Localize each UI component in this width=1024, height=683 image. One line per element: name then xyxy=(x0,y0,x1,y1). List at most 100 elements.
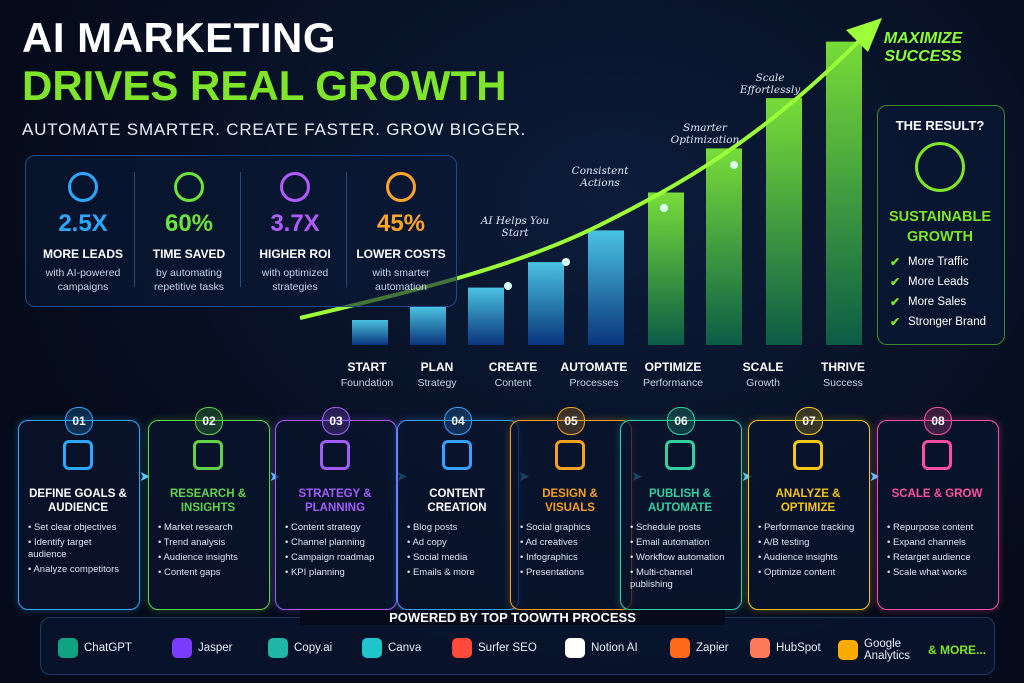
step-item: • Optimize content xyxy=(758,567,836,578)
step-item: • Channel planning xyxy=(285,537,365,548)
stage-sub: Foundation xyxy=(340,377,394,389)
step-icon xyxy=(320,440,350,470)
step-list: • Performance tracking • A/B testing • Aud… xyxy=(758,522,862,582)
stage-name: THRIVE xyxy=(820,360,865,374)
step-list: • Social graphics • Ad creatives • Infogra… xyxy=(520,522,624,582)
tool-name: Jasper xyxy=(198,642,233,654)
peak-label: MAXIMIZE SUCCESS xyxy=(883,30,963,65)
step-title: ANALYZE & OPTIMIZE xyxy=(775,488,841,514)
step-item: • KPI planning xyxy=(285,567,345,578)
step-item: • Trend analysis xyxy=(158,537,226,548)
tool: Notion AI xyxy=(565,638,665,658)
tool: ChatGPT xyxy=(58,638,158,658)
step-list: • Repurpose content • Expand channels • Re… xyxy=(887,522,991,582)
growth-bar xyxy=(410,306,446,345)
step-number: 05 xyxy=(557,407,585,435)
tool-icon xyxy=(58,638,78,658)
tool-name: Copy.ai xyxy=(294,642,333,654)
tool-name: Google Analytics xyxy=(864,638,911,662)
step-icon xyxy=(793,440,823,470)
divider xyxy=(134,172,135,287)
tool: Zapier xyxy=(670,638,770,658)
step-item: • Expand channels xyxy=(887,537,966,548)
growth-bar xyxy=(588,230,624,345)
result-item: More Sales xyxy=(908,296,967,308)
stage-name: PLAN xyxy=(420,360,454,374)
curve-annotation: AI Helps You Start xyxy=(480,215,550,239)
step-card xyxy=(148,420,270,610)
step-item: • Audience insights xyxy=(758,552,838,563)
step-title: SCALE & GROW xyxy=(891,488,983,500)
step-item: • Emails & more xyxy=(407,567,475,578)
step-number: 06 xyxy=(667,407,695,435)
tool-name: ChatGPT xyxy=(84,642,132,654)
tool: Google Analytics xyxy=(838,638,918,662)
stage-name: SCALE xyxy=(742,360,784,374)
step-item: • Retarget audience xyxy=(887,552,971,563)
check: ✔ xyxy=(890,275,901,289)
stage-sub: Processes xyxy=(569,377,619,389)
curve-annotation: Scale Effortlessly xyxy=(739,72,801,96)
tool: Canva xyxy=(362,638,462,658)
curve-annotation: Smarter Optimization xyxy=(670,122,740,146)
stage-name: AUTOMATE xyxy=(560,360,628,374)
result-item: Stronger Brand xyxy=(908,316,986,328)
stats-panel xyxy=(25,155,457,307)
stage-sub: Growth xyxy=(746,377,780,389)
tools-title: POWERED BY TOP TOOWTH PROCESS xyxy=(300,610,725,625)
stat-desc: with optimized strategies xyxy=(261,267,329,293)
step-title: PUBLISH & AUTOMATE xyxy=(647,488,713,514)
step-item: • Performance tracking xyxy=(758,522,855,533)
growth-bar xyxy=(706,148,742,345)
check: ✔ xyxy=(890,255,901,269)
step-item: • Content gaps xyxy=(158,567,221,578)
stat-value: 60% xyxy=(164,210,214,237)
step-item: • Social media xyxy=(407,552,468,563)
stat-value: 2.5X xyxy=(58,210,108,237)
step-card xyxy=(748,420,870,610)
tool-name: Notion AI xyxy=(591,642,638,654)
stat-label: TIME SAVED xyxy=(152,247,226,261)
step-card xyxy=(275,420,397,610)
growth-bar xyxy=(648,192,684,345)
step-card xyxy=(620,420,742,610)
tools-more: & MORE... xyxy=(928,643,987,657)
step-arrow: ➤ xyxy=(269,468,281,485)
step-card xyxy=(18,420,140,610)
growth-bar xyxy=(766,98,802,345)
step-item: • Set clear objectives xyxy=(28,522,117,533)
stage-sub: Performance xyxy=(642,377,704,389)
step-item: • Presentations xyxy=(520,567,585,578)
title: AI MARKETING xyxy=(22,14,336,61)
step-item: • Multi-channel publishing xyxy=(630,567,693,590)
step-item: • Ad copy xyxy=(407,537,447,548)
stat-icon xyxy=(386,172,416,202)
step-list: • Market research • Trend analysis • Audie… xyxy=(158,522,262,582)
step-item: • Social graphics xyxy=(520,522,591,533)
step-number: 07 xyxy=(795,407,823,435)
step-item: • Identify target audience xyxy=(28,537,92,560)
step-item: • Schedule posts xyxy=(630,522,701,533)
step-item: • Audience insights xyxy=(158,552,238,563)
tool: HubSpot xyxy=(750,638,850,658)
stat-desc: by automating repetitive tasks xyxy=(153,267,225,293)
stat-icon xyxy=(280,172,310,202)
tool: Jasper xyxy=(172,638,272,658)
step-card xyxy=(877,420,999,610)
stat-value: 3.7X xyxy=(270,210,320,237)
tool-name: HubSpot xyxy=(776,642,821,654)
step-number: 03 xyxy=(322,407,350,435)
check: ✔ xyxy=(890,315,901,329)
step-list: • Set clear objectives • Identify target … xyxy=(28,522,132,579)
stat-icon xyxy=(174,172,204,202)
step-list: • Content strategy • Channel planning • Ca… xyxy=(285,522,389,582)
check: ✔ xyxy=(890,295,901,309)
tools-panel xyxy=(40,617,995,675)
step-card xyxy=(510,420,632,610)
stage-sub: Success xyxy=(823,377,863,389)
result-title: THE RESULT? xyxy=(895,118,985,133)
step-arrow: ➤ xyxy=(869,468,881,484)
step-icon xyxy=(442,440,472,470)
step-title: DESIGN & VISUALS xyxy=(542,488,598,514)
